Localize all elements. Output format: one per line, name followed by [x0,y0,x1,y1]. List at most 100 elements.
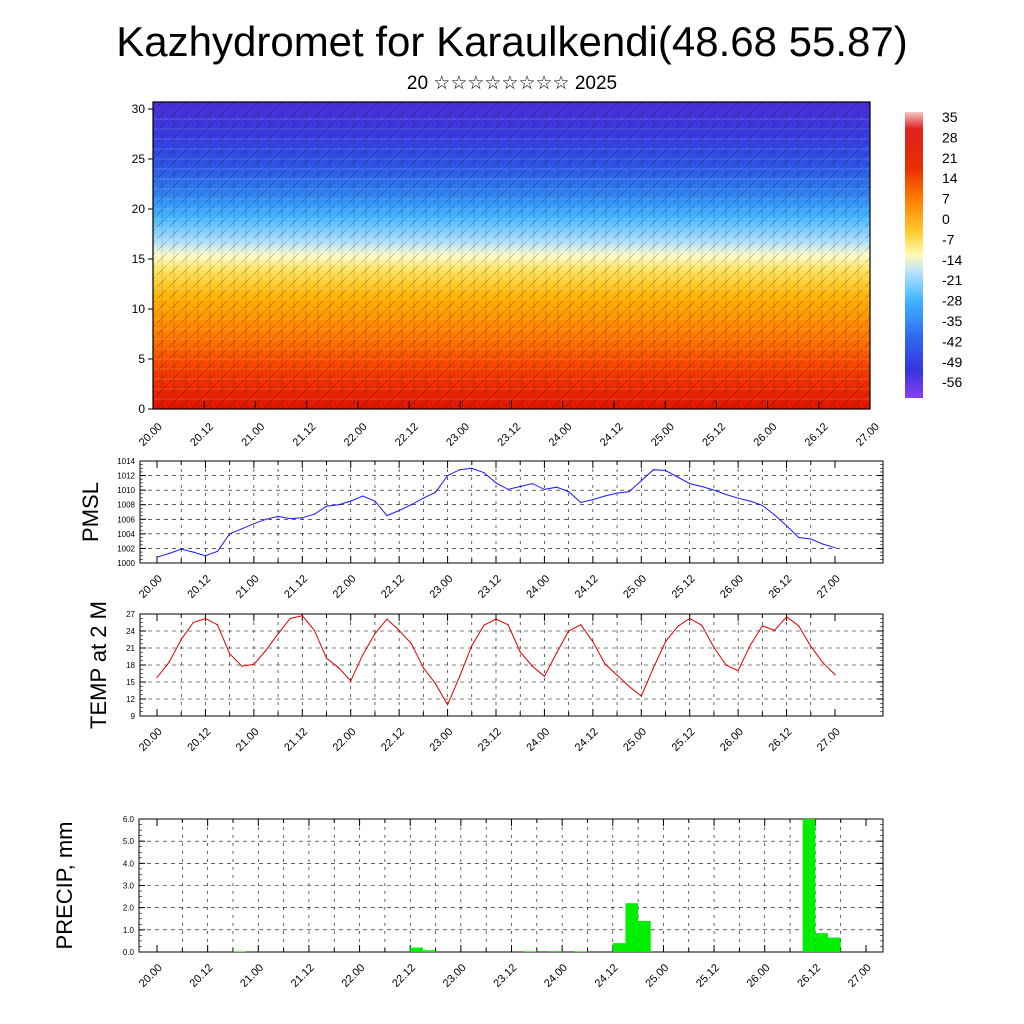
data-point [568,491,570,493]
tick-label: 21.12 [282,573,310,601]
data-point [555,652,558,654]
data-point [459,675,461,677]
tick-label: 22.00 [331,573,359,601]
data-point [640,695,642,697]
tick-label: 26.12 [795,962,823,990]
tick-label: 5.0 [123,837,135,846]
data-point [507,488,509,491]
tick-label: 6.0 [123,815,135,824]
tick-label: 1014 [117,457,135,466]
data-point [434,491,437,493]
tick-label: 25.00 [621,573,649,601]
data-point [749,644,751,646]
tick-label: 23.12 [476,726,504,754]
tick-label: 15 [132,252,146,266]
data-point [483,624,485,626]
page-subtitle: 20 ☆☆☆☆☆☆☆☆ 2025 [406,73,618,94]
data-point [422,497,424,499]
tick-label: 24.12 [573,726,601,754]
data-point [761,625,763,627]
temp-2m-panel: 9 12 15 18 21 24 27 20.00 20.12 21.00 21.12 22.00 22… [86,601,884,754]
tick-label: 24.00 [542,962,570,990]
tick-label: 1.0 [123,926,135,935]
data-point [313,629,315,632]
tick-label: 21.12 [282,726,310,754]
data-point [277,633,279,635]
tick-label: 24.00 [524,573,552,601]
data-point [410,642,412,645]
data-point [495,618,497,620]
tick-label: 21.00 [238,962,266,990]
data-point [810,538,812,540]
data-point [216,550,219,552]
data-point [798,536,800,539]
data-point [180,548,182,550]
data-point [725,664,727,666]
colorbar-label: -28 [942,293,962,309]
data-point [664,469,667,472]
tick-label: 25.00 [649,421,677,449]
colorbar-label: -7 [942,231,955,247]
data-point [689,617,691,620]
colorbar-label: -21 [942,272,962,288]
tick-label: 21.00 [234,573,262,601]
data-point [398,629,400,632]
data-point [761,504,763,507]
data-point [713,646,715,649]
tick-label: 24.12 [593,962,621,990]
data-point [386,515,388,517]
wind-barbs [153,102,870,409]
tick-label: 26.00 [718,726,746,754]
tick-label: 25.00 [643,962,671,990]
tick-label: 27.00 [846,962,874,990]
data-point [834,674,836,676]
colorbar-label: -14 [942,252,962,268]
colorbar-gradient [905,112,923,398]
tick-label: 15 [126,678,135,687]
tick-label: 22.12 [379,726,407,754]
y-axis-label: TEMP at 2 M [86,601,111,729]
data-point [689,482,691,485]
data-point [410,504,412,506]
tick-label: 27.00 [815,573,843,601]
tick-label: 20 [132,202,146,216]
y-axis-label: PMSL [78,482,103,542]
data-point [713,489,715,491]
data-point [301,615,303,617]
tick-label: 0 [138,402,145,416]
tick-label: 27.00 [854,421,882,449]
tick-label: 10 [132,302,146,316]
data-point [652,469,654,471]
data-point [434,683,437,685]
data-point [471,645,473,647]
tick-label: 9 [131,712,136,721]
tick-label: 1002 [117,544,135,553]
data-point [616,674,618,676]
colorbar-label: 21 [942,150,958,166]
colorbar-label: -35 [942,313,962,329]
precip-panel: 0.0 1.0 2.0 3.0 4.0 5.0 6.0 20.00 20.12 21.00 21.1… [52,815,884,990]
data-point [301,517,303,519]
data-point [822,662,824,664]
tick-label: 22.12 [393,421,421,449]
data-point [677,625,679,628]
data-point [471,467,473,469]
data-point [592,499,594,501]
data-point [519,485,521,488]
data-point [446,704,449,706]
tick-label: 21.00 [234,726,262,754]
tick-label: 20.00 [137,962,165,990]
data-point [592,641,594,643]
tick-label: 30 [132,102,146,116]
data-point [325,505,328,507]
data-point [156,556,158,558]
data-point [192,621,194,624]
data-point [446,474,449,477]
data-point [677,476,679,478]
data-point [265,518,267,520]
tick-label: 26.12 [766,726,794,754]
data-point [374,500,376,502]
data-point [798,625,800,627]
data-point [289,517,291,520]
data-point [338,504,340,506]
